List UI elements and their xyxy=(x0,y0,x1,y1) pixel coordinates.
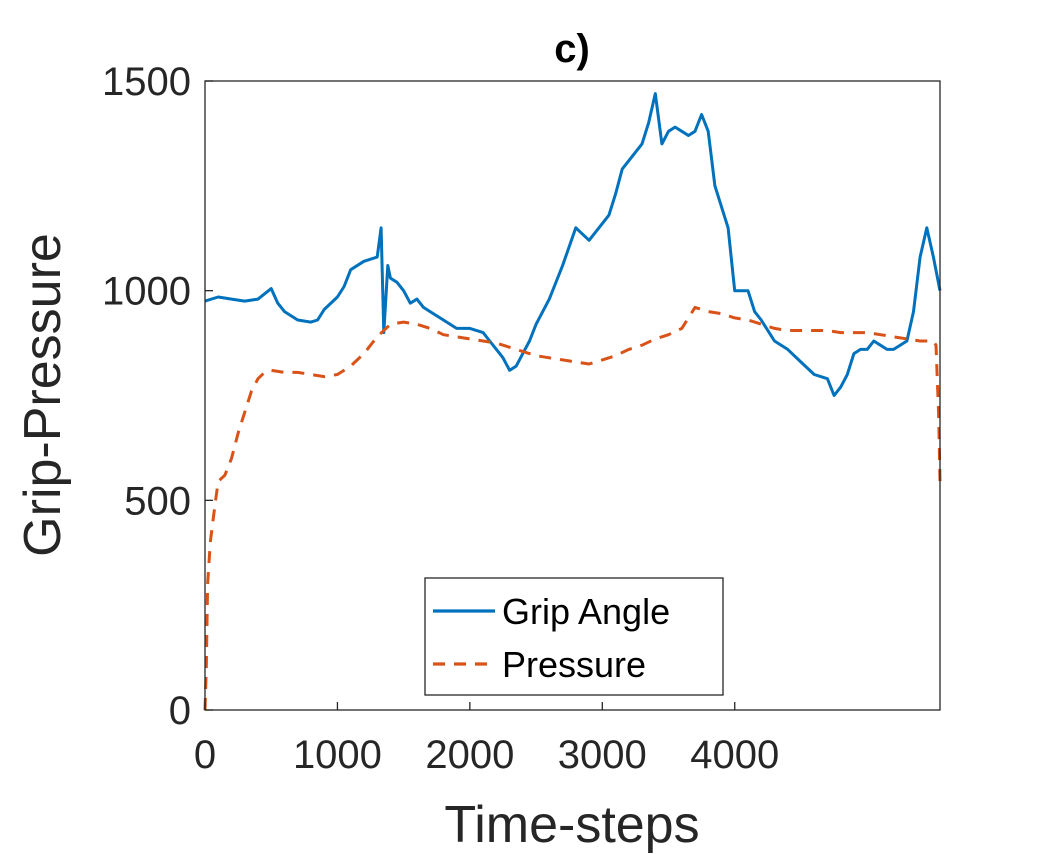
y-tick-label: 0 xyxy=(169,689,191,733)
x-tick-label: 3000 xyxy=(558,733,647,777)
x-tick-label: 1000 xyxy=(293,733,382,777)
x-tick-label: 0 xyxy=(194,733,216,777)
chart-title: c) xyxy=(554,27,590,71)
legend-label-pressure: Pressure xyxy=(502,644,646,685)
plot-frame xyxy=(204,80,941,711)
legend: Grip Angle Pressure xyxy=(424,577,724,696)
legend-box xyxy=(424,577,724,696)
y-axis-label: Grip-Pressure xyxy=(14,233,72,557)
x-axis-label: Time-steps xyxy=(444,796,699,854)
series-line-pressure xyxy=(203,305,942,711)
y-tick-label: 500 xyxy=(124,479,191,523)
legend-label-grip-angle: Grip Angle xyxy=(502,591,670,632)
y-tick-label: 1500 xyxy=(102,60,191,104)
y-tick-label: 1000 xyxy=(102,270,191,314)
series-layer xyxy=(203,92,942,711)
x-tick-label: 4000 xyxy=(690,733,779,777)
x-tick-label: 2000 xyxy=(425,733,514,777)
tick-layer: 0 1000 2000 3000 4000 0 500 1000 1500 xyxy=(102,60,779,777)
series-line-grip-angle xyxy=(204,92,942,397)
